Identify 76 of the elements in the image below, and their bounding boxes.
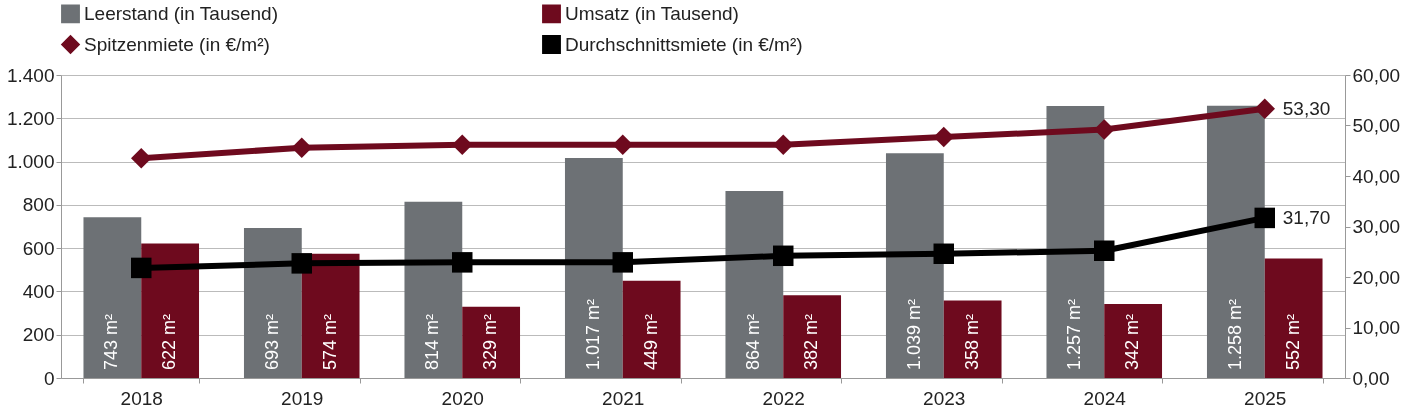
y-tick-label: 1.400 (6, 64, 55, 86)
data-label: 449 m² (640, 313, 661, 370)
data-label: 814 m² (422, 313, 443, 370)
y-tick-label: 1.200 (6, 107, 55, 129)
bar (1264, 258, 1323, 378)
y-tick-label: 400 (22, 280, 55, 302)
x-tick-label: 2023 (923, 387, 966, 409)
bar (243, 228, 302, 378)
data-label: 1.017 m² (582, 298, 603, 370)
bar (83, 217, 142, 378)
data-label: 382 m² (801, 313, 822, 370)
legend-label: Spitzenmiete (in €/m²) (84, 33, 270, 55)
point (773, 134, 794, 155)
point (1254, 98, 1275, 120)
bar (783, 295, 842, 378)
bar (1206, 105, 1265, 378)
y-tick-label: 0 (43, 367, 55, 389)
point (933, 126, 954, 148)
y2-tick-label: 60,00 (1352, 64, 1401, 86)
data-label: 622 m² (159, 313, 180, 370)
y2-tick-label: 40,00 (1352, 165, 1401, 187)
data-label: 743 m² (101, 313, 122, 370)
y-tick-label: 600 (22, 237, 55, 259)
bar (725, 191, 784, 378)
data-label: 864 m² (743, 313, 764, 370)
data-label: 53,30 (1282, 97, 1331, 119)
point (1254, 207, 1275, 229)
bar (564, 157, 623, 378)
data-label: 1.258 m² (1224, 298, 1245, 370)
legend-label: Umsatz (in Tausend) (565, 2, 739, 24)
x-tick-label: 2020 (441, 387, 484, 409)
point (1094, 119, 1115, 140)
point (612, 134, 633, 155)
legend-label: Durchschnittsmiete (in €/m²) (565, 33, 803, 55)
data-label: 1.257 m² (1064, 298, 1085, 370)
point (773, 245, 794, 267)
bar (462, 306, 521, 378)
legend-label: Leerstand (in Tausend) (84, 2, 278, 24)
y2-tick-label: 0,00 (1352, 367, 1390, 389)
data-label: 1.039 m² (903, 298, 924, 370)
point (452, 252, 473, 273)
point (1094, 240, 1115, 261)
bar (943, 300, 1002, 378)
data-label: 358 m² (961, 313, 982, 370)
bar (622, 280, 681, 378)
bar (1104, 303, 1163, 378)
bar (885, 153, 944, 378)
y2-tick-label: 20,00 (1352, 266, 1401, 288)
y-tick-label: 1.000 (6, 151, 55, 173)
data-label: 693 m² (261, 313, 282, 370)
x-tick-label: 2024 (1083, 387, 1127, 409)
point (452, 134, 473, 155)
y2-tick-label: 10,00 (1352, 317, 1401, 338)
x-tick-label: 2021 (602, 387, 645, 409)
data-label: 552 m² (1282, 313, 1303, 370)
data-label: 31,70 (1282, 206, 1331, 228)
bar (141, 243, 200, 378)
bar (1046, 105, 1105, 378)
y-tick-label: 200 (22, 324, 55, 346)
point (933, 243, 954, 265)
x-tick-label: 2022 (762, 387, 805, 409)
y2-tick-label: 50,00 (1352, 115, 1401, 136)
data-label: 329 m² (480, 313, 501, 370)
x-tick-label: 2025 (1244, 387, 1287, 409)
point (291, 137, 312, 158)
point (131, 148, 152, 169)
bar (404, 201, 463, 378)
point (131, 257, 152, 279)
x-tick-label: 2019 (281, 387, 324, 409)
point (612, 252, 633, 273)
x-tick-label: 2018 (120, 387, 163, 409)
y-tick-label: 800 (22, 194, 55, 216)
data-label: 342 m² (1122, 313, 1143, 370)
point (291, 253, 312, 274)
data-label: 574 m² (319, 313, 340, 370)
y2-tick-label: 30,00 (1352, 216, 1401, 237)
